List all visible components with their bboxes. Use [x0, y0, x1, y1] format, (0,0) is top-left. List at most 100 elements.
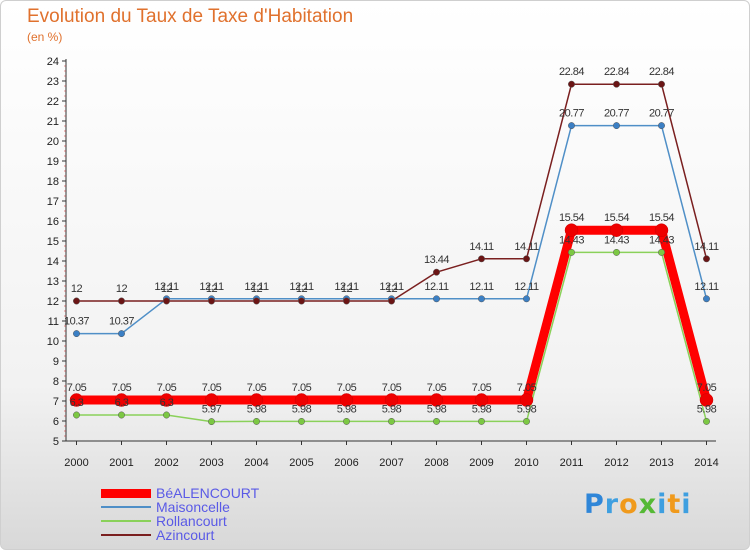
data-label: 7.05: [697, 382, 717, 394]
axes: 5 6 7 8 9 10 11 12 13 14 15 16 17 18 19 20 21 22 23 24 2000 2…: [47, 56, 719, 469]
logo-letter: i: [681, 489, 692, 520]
y-tick-label: 6: [53, 416, 59, 428]
x-tick-label: 2005: [289, 457, 313, 469]
data-label: 12.11: [379, 281, 404, 293]
y-tick-label: 22: [47, 96, 59, 108]
data-point: [118, 411, 125, 419]
chart-subtitle: (en %): [27, 30, 63, 44]
data-point: [519, 393, 534, 407]
data-label: 15.54: [559, 212, 584, 224]
data-label: 6.3: [160, 397, 174, 409]
data-point: [163, 297, 170, 305]
y-tick-label: 8: [53, 376, 59, 388]
data-point: [384, 393, 399, 407]
legend-swatch: [101, 488, 151, 498]
data-label: 5.98: [382, 403, 402, 415]
data-point: [249, 393, 264, 407]
data-point: [298, 297, 305, 305]
x-tick-label: 2007: [379, 457, 403, 469]
data-point: [433, 417, 440, 425]
data-label: 12: [296, 283, 308, 295]
data-label: 12: [386, 283, 398, 295]
data-label: 15.54: [649, 212, 674, 224]
data-point: [298, 417, 305, 425]
data-point: [478, 295, 485, 303]
x-tick-label: 2012: [604, 457, 628, 469]
data-point: [388, 417, 395, 425]
data-point: [73, 297, 80, 305]
data-label: 14.11: [514, 241, 539, 253]
data-label: 12.11: [334, 281, 359, 293]
x-tick-label: 2002: [154, 457, 178, 469]
data-label: 13.44: [424, 254, 449, 266]
data-point: [703, 295, 710, 303]
data-label: 22.84: [649, 66, 674, 78]
logo-letter: o: [619, 489, 639, 520]
data-point: [478, 255, 485, 263]
y-tick-label: 9: [53, 356, 59, 368]
data-point: [253, 417, 260, 425]
data-label: 7.05: [337, 382, 357, 394]
data-label: 7.05: [427, 382, 447, 394]
proxiti-logo: Proxiti: [584, 489, 692, 520]
data-label: 7.05: [112, 382, 132, 394]
x-tick-label: 2010: [514, 457, 538, 469]
logo-letter: i: [657, 489, 668, 520]
data-point: [118, 330, 125, 338]
y-tick-label: 19: [47, 156, 59, 168]
data-point: [658, 80, 665, 88]
data-label: 7.05: [472, 382, 492, 394]
data-label: 12.11: [694, 281, 719, 293]
data-label: 7.05: [157, 382, 177, 394]
data-label: 22.84: [604, 66, 629, 78]
data-label: 12.11: [289, 281, 314, 293]
data-label: 7.05: [292, 382, 312, 394]
data-point: [703, 255, 710, 263]
data-point: [433, 295, 440, 303]
legend-swatch: [101, 520, 151, 522]
data-point: [114, 393, 129, 407]
data-point: [658, 122, 665, 130]
y-tick-label: 7: [53, 396, 59, 408]
y-tick-label: 5: [53, 436, 59, 448]
y-tick-label: 11: [48, 316, 59, 328]
legend-label: Rollancourt: [156, 513, 227, 529]
data-label: 7.05: [517, 382, 537, 394]
x-tick-label: 2014: [694, 457, 718, 469]
data-point: [433, 268, 440, 276]
data-point: [654, 223, 669, 237]
data-point: [568, 248, 575, 256]
data-label: 5.98: [247, 403, 267, 415]
x-tick-label: 2008: [424, 457, 448, 469]
data-label: 7.05: [247, 382, 267, 394]
data-point: [564, 223, 579, 237]
x-tick-label: 2001: [109, 457, 133, 469]
data-point: [388, 297, 395, 305]
data-point: [208, 297, 215, 305]
chart-title: Evolution du Taux de Taxe d'Habitation: [27, 6, 354, 27]
data-point: [703, 417, 710, 425]
data-point: [429, 393, 444, 407]
data-label: 20.77: [604, 108, 629, 120]
data-label: 12: [251, 283, 263, 295]
data-label: 12: [161, 283, 173, 295]
data-label: 14.43: [649, 234, 674, 246]
data-label: 7.05: [382, 382, 402, 394]
y-tick-label: 15: [47, 236, 59, 248]
series-layer: [72, 83, 711, 423]
data-label: 15.54: [604, 212, 629, 224]
data-label: 12: [206, 283, 218, 295]
data-point: [163, 411, 170, 419]
logo-letter: t: [667, 489, 682, 520]
logo-letter: r: [604, 489, 620, 520]
y-tick-label: 23: [47, 76, 59, 88]
y-tick-label: 13: [47, 276, 59, 288]
legend-label: Azincourt: [156, 527, 215, 543]
data-point: [208, 418, 215, 426]
x-tick-label: 2004: [244, 457, 268, 469]
series-line: [72, 225, 711, 405]
data-point: [159, 393, 174, 407]
data-label: 14.43: [559, 234, 584, 246]
data-label: 20.77: [649, 108, 674, 120]
